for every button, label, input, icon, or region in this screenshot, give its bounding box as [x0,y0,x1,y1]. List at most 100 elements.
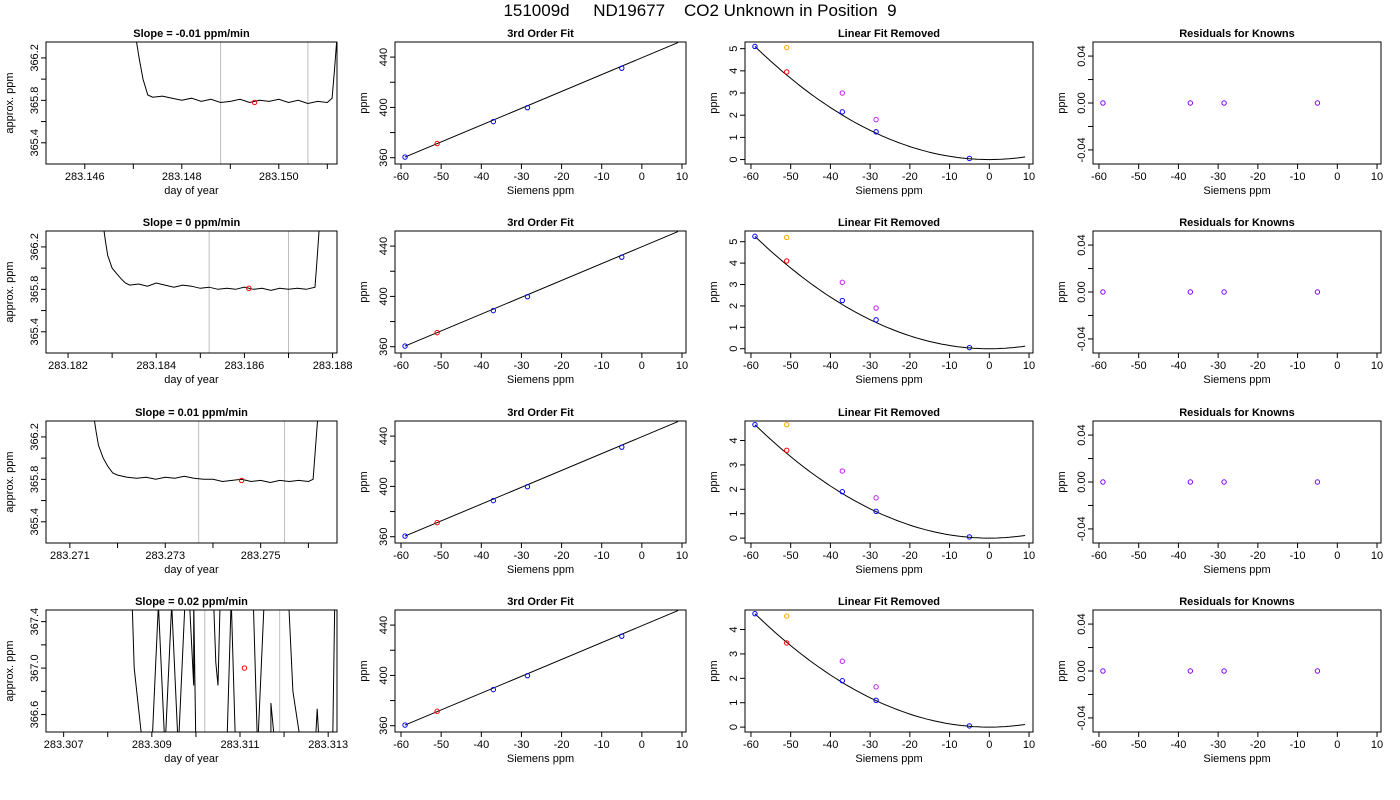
x-axis-label: day of year [164,564,219,576]
plot-area [752,43,1026,162]
x-tick-label: -60 [393,171,409,183]
data-point [1221,668,1227,674]
y-tick-label: 4 [728,260,740,266]
y-tick-label: 4 [728,626,740,632]
x-tick-label: 10 [1371,550,1383,562]
x-tick-label: -10 [594,171,610,183]
x-tick-label: 283.150 [259,171,299,183]
panel-r3-c1: Slope = 0.01 ppm/min 283.271 283.273 283.27… [4,407,338,576]
x-tick-label: 0 [639,171,645,183]
x-tick-label: -50 [783,739,799,751]
y-tick-label: 360 [378,717,390,735]
x-tick-label: -60 [743,739,759,751]
plot-area [402,42,679,160]
y-tick-label: 0.00 [1076,281,1088,302]
data-point [490,497,497,504]
plot-frame [394,41,687,165]
x-tick-label: 0 [639,360,645,372]
y-tick-label: -0.04 [1076,705,1088,730]
data-point [784,69,790,75]
plot-frame [394,420,687,544]
fit-curve [754,236,1026,350]
data-point [873,305,879,311]
x-tick-label: -30 [513,360,529,372]
y-tick-label: 365.8 [29,87,41,115]
panel-title: Residuals for Knowns [1179,217,1295,229]
panel-title: Residuals for Knowns [1179,28,1295,40]
x-tick-label: 10 [676,739,688,751]
plot-area [402,231,679,349]
y-tick-label: 0.04 [1076,234,1088,255]
data-point [1314,100,1321,106]
y-tick-label: 1 [728,324,740,330]
x-axis-label: Siemens ppm [507,753,574,765]
y-tick-label: 365.8 [29,466,41,494]
x-tick-label: -20 [902,360,918,372]
x-tick-label: -60 [743,360,759,372]
y-tick-label: 400 [378,287,390,305]
x-tick-label: -50 [783,171,799,183]
data-point [1221,479,1227,485]
x-tick-label: -50 [1131,171,1147,183]
x-tick-label: -30 [862,360,878,372]
y-tick-label: 365.4 [29,318,41,346]
x-tick-label: -10 [942,550,958,562]
x-tick-label: 0 [639,550,645,562]
x-tick-label: -40 [1170,360,1186,372]
panel-title: 3rd Order Fit [507,217,574,229]
y-tick-label: 365.8 [29,276,41,304]
x-tick-label: -50 [433,739,449,751]
x-tick-label: -40 [822,360,838,372]
x-tick-label: 283.313 [308,739,348,751]
y-axis-label: ppm [708,281,720,302]
fit-curve [754,424,1026,539]
panel-r1-c2: 3rd Order Fit -60 -50 -40 -30 -20 -10 0 10 Siemen… [358,28,688,197]
series-line [404,421,679,537]
data-point [524,104,531,111]
panel-title: Residuals for Knowns [1179,407,1295,419]
data-point [1221,100,1227,106]
data-point [1314,668,1321,674]
data-point [490,118,497,125]
panel-r4-c1: Slope = 0.02 ppm/min 283.307 283.309 283.31… [4,596,348,765]
x-tick-label: -20 [554,739,570,751]
data-point [873,317,879,323]
x-tick-label: -60 [1091,171,1107,183]
x-tick-label: -50 [1131,550,1147,562]
plot-frame [45,420,338,544]
x-tick-label: -10 [942,739,958,751]
x-tick-label: -40 [822,550,838,562]
data-point [1187,668,1194,674]
series-line [103,231,320,291]
x-tick-label: -60 [393,550,409,562]
y-tick-label: 3 [728,462,740,468]
series-line [288,610,300,732]
x-tick-label: 0 [986,171,992,183]
y-tick-label: 0 [728,157,740,163]
series-line [404,231,679,347]
series-line [315,708,319,732]
x-axis-label: Siemens ppm [507,564,574,576]
panel-title: Slope = 0 ppm/min [143,217,241,229]
x-tick-label: -50 [1131,739,1147,751]
x-tick-label: -20 [1250,739,1266,751]
plot-frame [1092,609,1382,733]
data-point [241,665,248,671]
data-point [839,678,846,684]
x-tick-label: 10 [1023,171,1035,183]
x-tick-label: -50 [433,171,449,183]
y-tick-label: 440 [378,237,390,255]
data-point [1187,479,1194,485]
data-point [1314,289,1321,295]
plot-frame [744,609,1034,733]
data-point [752,421,758,428]
plot-frame [1092,230,1382,354]
x-tick-label: 283.146 [65,171,105,183]
panel-title: Residuals for Knowns [1179,596,1295,608]
y-tick-label: 440 [378,427,390,445]
y-tick-label: 0.04 [1076,424,1088,445]
data-point [1221,289,1227,295]
panel-r1-c1: Slope = -0.01 ppm/min 283.146 283.148 283.1… [4,28,338,197]
x-tick-label: -30 [1210,171,1226,183]
x-tick-label: 0 [986,550,992,562]
